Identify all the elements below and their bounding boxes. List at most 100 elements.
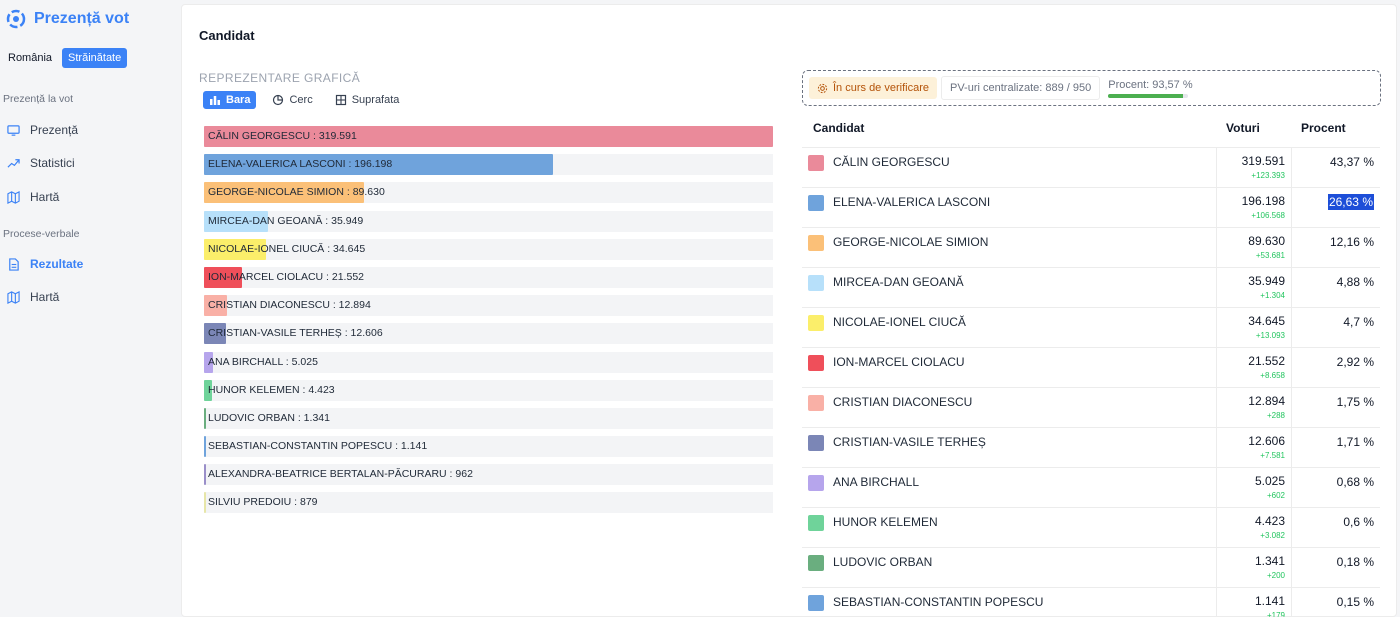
table-row[interactable]: NICOLAE-IONEL CIUCĂ 34.645 +13.093 4,7 % bbox=[802, 307, 1380, 348]
sidebar-item-label: Statistici bbox=[30, 156, 75, 170]
candidate-name: CRISTIAN-VASILE TERHEȘ bbox=[833, 435, 986, 449]
table-row[interactable]: LUDOVIC ORBAN 1.341 +200 0,18 % bbox=[802, 547, 1380, 588]
bar bbox=[204, 266, 243, 288]
percent-track bbox=[1108, 93, 1189, 98]
color-swatch bbox=[808, 155, 824, 171]
tab-label: Suprafata bbox=[351, 94, 400, 106]
pie-icon bbox=[273, 94, 284, 106]
tab-suprafata[interactable]: Suprafata bbox=[329, 91, 406, 109]
percent-value: 12,16 % bbox=[1329, 235, 1374, 249]
bar-row[interactable]: ELENA-VALERICA LASCONI : 196.198 bbox=[204, 154, 773, 176]
table-row[interactable]: HUNOR KELEMEN 4.423 +3.082 0,6 % bbox=[802, 507, 1380, 548]
header-candidate: Candidat bbox=[813, 121, 865, 135]
section-pv: Procese-verbale bbox=[3, 228, 80, 240]
bar-row[interactable]: HUNOR KELEMEN : 4.423 bbox=[204, 379, 773, 401]
gear-icon bbox=[817, 83, 828, 93]
percent-label: Procent: 93,57 % bbox=[1108, 78, 1193, 91]
table-row[interactable]: CRISTIAN DIACONESCU 12.894 +288 1,75 % bbox=[802, 387, 1380, 428]
table-row[interactable]: CĂLIN GEORGESCU 319.591 +123.393 43,37 % bbox=[802, 147, 1380, 188]
bar bbox=[204, 492, 206, 514]
table-row[interactable]: ELENA-VALERICA LASCONI 196.198 +106.568 26,… bbox=[802, 187, 1380, 228]
votes-value: 12.606 bbox=[1248, 434, 1285, 448]
percent-value: 0,18 % bbox=[1336, 555, 1374, 569]
table-row[interactable]: ANA BIRCHALL 5.025 +602 0,68 % bbox=[802, 467, 1380, 508]
percent-value: 0,6 % bbox=[1343, 515, 1374, 529]
bar-row[interactable]: CRISTIAN-VASILE TERHEȘ : 12.606 bbox=[204, 323, 773, 345]
bar bbox=[204, 126, 773, 147]
bar-label: SILVIU PREDOIU : 879 bbox=[208, 496, 318, 509]
bar-row[interactable]: SILVIU PREDOIU : 879 bbox=[204, 492, 773, 514]
votes-cell: 196.198 +106.568 bbox=[1216, 188, 1292, 228]
color-swatch bbox=[808, 195, 824, 211]
votes-value: 21.552 bbox=[1248, 354, 1285, 368]
sidebar-item-label: Rezultate bbox=[30, 257, 84, 271]
sidebar: Prezență vot România Străinătate Prezenț… bbox=[0, 0, 170, 617]
bar-row[interactable]: ION-MARCEL CIOLACU : 21.552 bbox=[204, 266, 773, 288]
verification-status-badge: În curs de verificare bbox=[809, 77, 937, 99]
bar-row[interactable]: NICOLAE-IONEL CIUCĂ : 34.645 bbox=[204, 238, 773, 260]
bar-row[interactable]: CRISTIAN DIACONESCU : 12.894 bbox=[204, 295, 773, 317]
votes-delta: +1.304 bbox=[1260, 291, 1285, 300]
country-romania-button[interactable]: România bbox=[8, 52, 53, 64]
sidebar-item-statistici[interactable]: Statistici bbox=[6, 156, 75, 170]
document-icon bbox=[6, 257, 20, 271]
chart-header: REPREZENTARE GRAFICĂ bbox=[199, 71, 361, 85]
bar-row[interactable]: CĂLIN GEORGESCU : 319.591 bbox=[204, 126, 773, 147]
color-swatch bbox=[808, 595, 824, 611]
bar-chart: CĂLIN GEORGESCU : 319.591 ELENA-VALERICA … bbox=[204, 126, 773, 521]
candidate-name: MIRCEA-DAN GEOANĂ bbox=[833, 275, 964, 289]
bar bbox=[204, 323, 227, 345]
bar bbox=[204, 154, 554, 176]
status-box: În curs de verificare PV-uri centralizat… bbox=[802, 70, 1381, 106]
sidebar-item-prezenta[interactable]: Prezență bbox=[6, 123, 78, 137]
color-swatch bbox=[808, 355, 824, 371]
table-row[interactable]: CRISTIAN-VASILE TERHEȘ 12.606 +7.581 1,71 % bbox=[802, 427, 1380, 468]
bar-label: ELENA-VALERICA LASCONI : 196.198 bbox=[208, 158, 393, 171]
table-row[interactable]: MIRCEA-DAN GEOANĂ 35.949 +1.304 4,88 % bbox=[802, 267, 1380, 308]
percent-value: 1,71 % bbox=[1336, 435, 1374, 449]
color-swatch bbox=[808, 315, 824, 331]
sidebar-item-harta-pv[interactable]: Hartă bbox=[6, 290, 59, 304]
bar-label: MIRCEA-DAN GEOANĂ : 35.949 bbox=[208, 214, 364, 227]
country-abroad-button[interactable]: Străinătate bbox=[62, 48, 128, 68]
table-row[interactable]: SEBASTIAN-CONSTANTIN POPESCU 1.141 +179 0,1… bbox=[802, 587, 1380, 617]
bar bbox=[204, 210, 268, 232]
percent-value: 4,7 % bbox=[1343, 315, 1374, 329]
votes-value: 4.423 bbox=[1254, 514, 1285, 528]
bar-label: ALEXANDRA-BEATRICE BERTALAN-PĂCURARU : 9… bbox=[208, 468, 473, 481]
tab-bara[interactable]: Bara bbox=[203, 91, 257, 109]
votes-value: 1.141 bbox=[1254, 594, 1285, 608]
bar bbox=[204, 182, 364, 204]
country-switch: România Străinătate bbox=[4, 48, 128, 68]
bar bbox=[204, 407, 207, 429]
results-table: Candidat Voturi Procent CĂLIN GEORGESCU 3… bbox=[802, 115, 1380, 617]
bar-label: NICOLAE-IONEL CIUCĂ : 34.645 bbox=[208, 242, 366, 255]
percent-value: 4,88 % bbox=[1336, 275, 1374, 289]
table-row[interactable]: GEORGE-NICOLAE SIMION 89.630 +53.681 12,16 … bbox=[802, 227, 1380, 268]
card-title: Candidat bbox=[199, 28, 255, 43]
bar-row[interactable]: ANA BIRCHALL : 5.025 bbox=[204, 351, 773, 373]
sidebar-item-harta[interactable]: Hartă bbox=[6, 190, 59, 204]
tab-cerc[interactable]: Cerc bbox=[266, 91, 318, 109]
bar-row[interactable]: LUDOVIC ORBAN : 1.341 bbox=[204, 407, 773, 429]
votes-delta: +200 bbox=[1266, 571, 1285, 580]
map-icon bbox=[6, 290, 20, 304]
candidate-name: HUNOR KELEMEN bbox=[833, 515, 938, 529]
header-percent: Procent bbox=[1301, 121, 1346, 135]
votes-delta: +53.681 bbox=[1255, 251, 1285, 260]
color-swatch bbox=[808, 395, 824, 411]
table-row[interactable]: ION-MARCEL CIOLACU 21.552 +8.658 2,92 % bbox=[802, 347, 1380, 388]
bar-row[interactable]: ALEXANDRA-BEATRICE BERTALAN-PĂCURARU : 9… bbox=[204, 464, 773, 486]
votes-delta: +123.393 bbox=[1251, 171, 1285, 180]
votes-value: 35.949 bbox=[1248, 274, 1285, 288]
votes-delta: +288 bbox=[1266, 411, 1285, 420]
bar bbox=[204, 464, 206, 486]
sidebar-item-rezultate[interactable]: Rezultate bbox=[6, 257, 83, 271]
bar-label: GEORGE-NICOLAE SIMION : 89.630 bbox=[208, 186, 385, 199]
percent-progress: Procent: 93,57 % bbox=[1104, 79, 1196, 98]
bar-row[interactable]: MIRCEA-DAN GEOANĂ : 35.949 bbox=[204, 210, 773, 232]
bar-row[interactable]: GEORGE-NICOLAE SIMION : 89.630 bbox=[204, 182, 773, 204]
bar-label: SEBASTIAN-CONSTANTIN POPESCU : 1.141 bbox=[208, 440, 428, 453]
bar-row[interactable]: SEBASTIAN-CONSTANTIN POPESCU : 1.141 bbox=[204, 436, 773, 458]
brand[interactable]: Prezență vot bbox=[6, 9, 129, 29]
